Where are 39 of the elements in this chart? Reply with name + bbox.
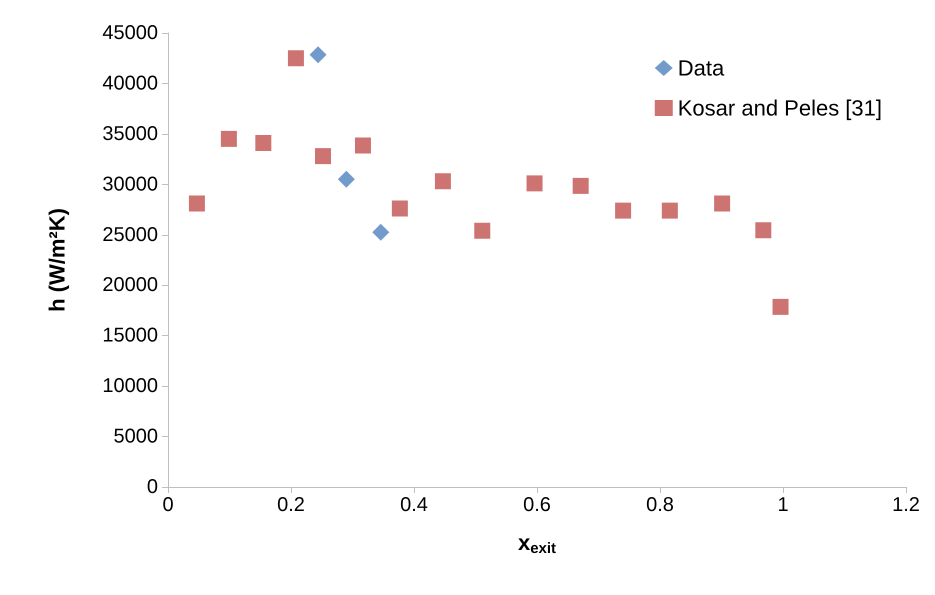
x-tick-label: 0.6 bbox=[523, 494, 551, 516]
point bbox=[434, 173, 451, 190]
point bbox=[662, 202, 678, 219]
point bbox=[314, 148, 331, 164]
point bbox=[714, 196, 730, 212]
x-tick-label: 0.2 bbox=[277, 494, 305, 516]
point bbox=[310, 46, 327, 64]
point bbox=[755, 222, 772, 238]
y-tick-label: 35000 bbox=[102, 122, 158, 145]
point bbox=[288, 50, 304, 66]
point bbox=[474, 222, 490, 239]
point bbox=[572, 178, 589, 194]
y-tick-label: 15000 bbox=[102, 324, 158, 347]
y-axis-title: h (W/m²K) bbox=[44, 208, 70, 312]
y-tick-label: 10000 bbox=[102, 375, 158, 398]
x-tick-label: 0.8 bbox=[646, 494, 674, 516]
legend-label: Kosar and Peles [31] bbox=[678, 96, 882, 120]
point bbox=[188, 196, 205, 212]
point bbox=[526, 175, 543, 192]
y-tick-label: 25000 bbox=[102, 224, 158, 246]
point bbox=[220, 130, 237, 147]
point bbox=[615, 202, 632, 219]
point bbox=[392, 200, 408, 217]
y-tick-label: 0 bbox=[146, 476, 158, 498]
y-tick-label: 30000 bbox=[102, 173, 158, 196]
point bbox=[772, 298, 789, 315]
x-tick-label: 0.4 bbox=[400, 494, 428, 516]
x-tick-label: 1.2 bbox=[892, 494, 920, 516]
point bbox=[354, 137, 371, 154]
point bbox=[255, 134, 272, 151]
legend-label: Data bbox=[678, 56, 725, 80]
x-tick-label: 1 bbox=[777, 494, 789, 516]
y-tick-label: 45000 bbox=[102, 22, 158, 44]
point bbox=[372, 224, 390, 241]
x-tick-label: 0 bbox=[162, 494, 174, 516]
point bbox=[338, 170, 355, 188]
y-tick-label: 5000 bbox=[114, 426, 158, 448]
y-tick-label: 40000 bbox=[102, 72, 158, 94]
y-tick-label: 20000 bbox=[102, 274, 158, 296]
